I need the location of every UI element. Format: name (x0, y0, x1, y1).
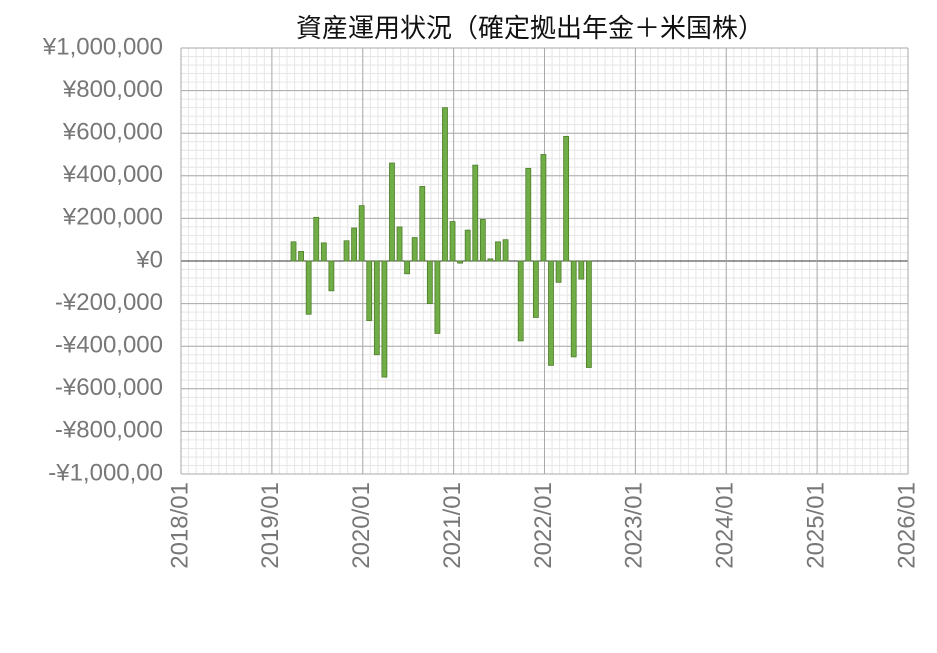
x-tick-label: 2026/01 (893, 482, 920, 569)
y-tick-label: ¥0 (135, 246, 163, 273)
y-tick-label: ¥800,000 (62, 76, 163, 103)
bar (578, 260, 585, 280)
bar (555, 260, 562, 283)
bar (404, 260, 411, 275)
x-tick-label: 2022/01 (530, 482, 557, 569)
y-tick-label: ¥600,000 (62, 119, 163, 146)
bar (389, 162, 395, 262)
y-tick-label: -¥1,000,00 (48, 459, 163, 486)
y-tick-label: ¥1,000,000 (42, 33, 163, 60)
bar (358, 205, 365, 262)
y-tick-label: -¥800,000 (55, 417, 163, 444)
y-tick-label: -¥200,000 (55, 289, 163, 316)
bar (472, 164, 479, 262)
bar (532, 260, 539, 318)
bar (464, 229, 471, 262)
bar (585, 260, 592, 368)
bar (540, 154, 547, 262)
bar (426, 260, 433, 304)
bar (351, 227, 358, 262)
x-tick-label: 2020/01 (348, 482, 375, 569)
bar (305, 260, 312, 315)
y-tick-label: ¥200,000 (62, 204, 163, 231)
bar (419, 186, 426, 262)
x-tick-label: 2023/01 (621, 482, 648, 569)
bar (343, 240, 350, 262)
bar (502, 239, 509, 262)
bar (570, 260, 577, 358)
y-tick-label: ¥400,000 (62, 161, 163, 188)
x-tick-label: 2025/01 (802, 482, 829, 569)
bar (366, 260, 373, 322)
bar (290, 241, 297, 262)
y-tick-label: -¥400,000 (55, 332, 163, 359)
bar (449, 221, 456, 262)
x-tick-label: 2018/01 (166, 482, 193, 569)
bar (411, 237, 418, 262)
bar (373, 260, 380, 356)
y-tick-label: -¥600,000 (55, 374, 163, 401)
bar (320, 242, 327, 262)
chart-title: 資産運用状況（確定拠出年金＋米国株） (296, 13, 764, 43)
bar (328, 260, 335, 292)
bar (298, 251, 304, 262)
x-tick-label: 2024/01 (712, 482, 739, 569)
bar (548, 260, 554, 366)
bar (396, 226, 403, 262)
bar (434, 260, 441, 334)
bar (457, 260, 464, 264)
bar (487, 258, 494, 262)
bar (313, 216, 320, 262)
x-tick-label: 2021/01 (439, 482, 466, 569)
bar (563, 135, 570, 262)
bar (525, 167, 532, 262)
bar (381, 260, 388, 378)
bar (442, 107, 448, 262)
bar (517, 260, 524, 342)
bar (479, 219, 486, 262)
x-tick-label: 2019/01 (257, 482, 284, 569)
bar (495, 241, 501, 262)
